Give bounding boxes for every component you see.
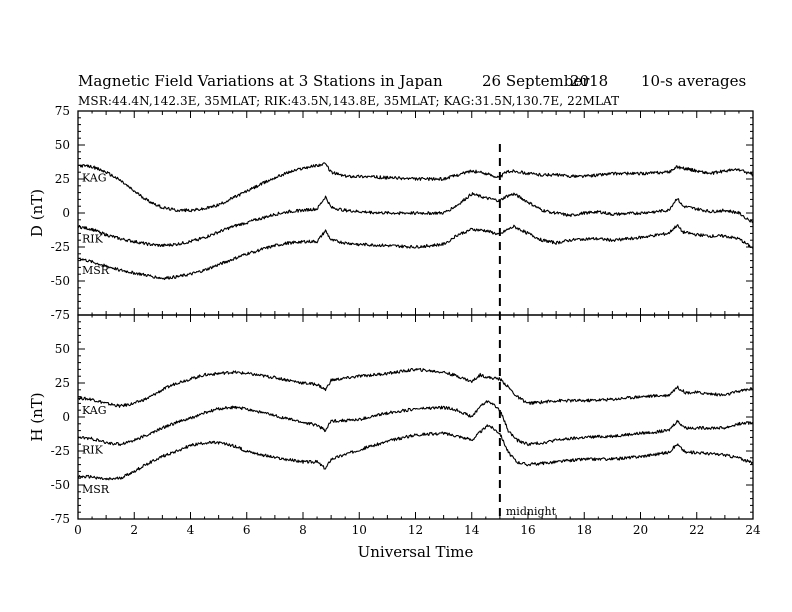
y-tick-label: -50 <box>51 478 70 492</box>
series-label-msr: MSR <box>82 483 110 496</box>
y-tick-label: -25 <box>51 444 70 458</box>
series-line-msr <box>77 424 754 481</box>
x-tick-label: 4 <box>187 523 195 537</box>
series-label-rik: RIK <box>82 233 104 246</box>
y-tick-label: 25 <box>55 172 70 186</box>
x-tick-label: 22 <box>689 523 704 537</box>
x-tick-label: 14 <box>464 523 480 537</box>
chart-year: 2018 <box>570 72 609 90</box>
y-axis-label: D (nT) <box>28 189 46 237</box>
x-tick-label: 0 <box>74 523 82 537</box>
series-line-rik <box>77 400 754 447</box>
panel-h-frame <box>77 314 754 520</box>
x-tick-label: 6 <box>243 523 251 537</box>
x-tick-label: 8 <box>299 523 307 537</box>
chart-date: 26 September <box>482 72 590 90</box>
series-label-kag: KAG <box>82 171 107 184</box>
y-tick-label: -75 <box>51 308 70 322</box>
series-line-msr <box>77 224 754 281</box>
x-tick-label: 12 <box>408 523 423 537</box>
series-label-msr: MSR <box>82 264 110 277</box>
y-axis-label: H (nT) <box>28 392 46 441</box>
midnight-label: midnight <box>506 505 557 518</box>
x-tick-label: 20 <box>633 523 648 537</box>
y-tick-label: 50 <box>55 138 70 152</box>
x-tick-label: 24 <box>745 523 761 537</box>
x-axis-label: Universal Time <box>358 543 474 561</box>
y-tick-label: -50 <box>51 274 70 288</box>
x-tick-label: 10 <box>352 523 367 537</box>
y-tick-label: -25 <box>51 240 70 254</box>
station-info: MSR:44.4N,142.3E, 35MLAT; RIK:43.5N,143.… <box>78 94 620 108</box>
series-label-kag: KAG <box>82 404 107 417</box>
y-tick-label: 50 <box>55 342 70 356</box>
series-line-rik <box>77 192 754 248</box>
panel-d: 75 50 25 0 -25 -50 -75 D (nT) KAG RIK MSR <box>28 104 754 322</box>
y-tick-label: 75 <box>55 104 70 118</box>
series-line-kag <box>78 367 754 408</box>
chart-averaging: 10-s averages <box>641 72 747 90</box>
x-tick-label: 16 <box>520 523 535 537</box>
chart-title: Magnetic Field Variations at 3 Stations … <box>78 72 443 90</box>
x-tick-label: 2 <box>130 523 138 537</box>
y-tick-label: 0 <box>62 206 70 220</box>
y-tick-label: -75 <box>51 512 70 526</box>
y-tick-label: 0 <box>62 410 70 424</box>
series-label-rik: RIK <box>82 443 104 456</box>
x-tick-label: 18 <box>577 523 592 537</box>
y-tick-label: 25 <box>55 376 70 390</box>
series-line-kag <box>77 162 754 213</box>
